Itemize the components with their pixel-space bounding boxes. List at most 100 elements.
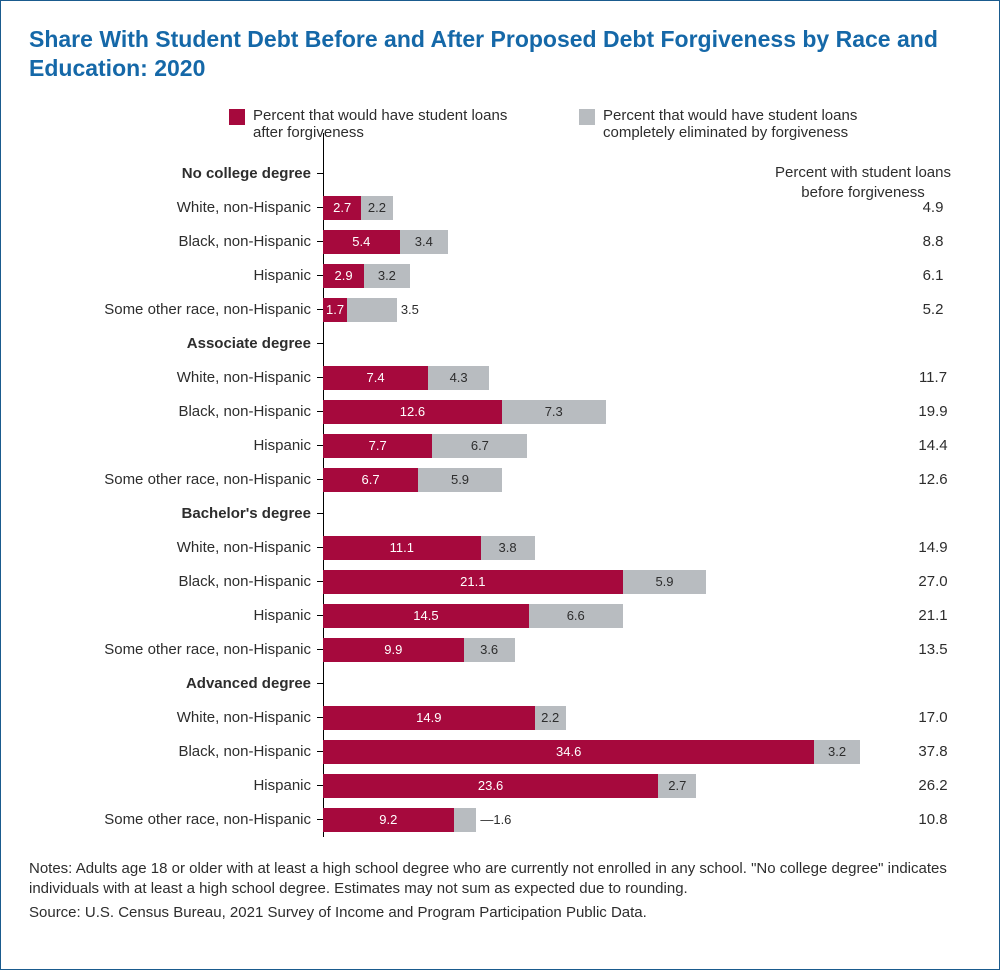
bar-value-after: 14.9 (416, 710, 441, 725)
bar-value-after: 9.2 (379, 812, 397, 827)
bar-group: 34.63.2 (323, 740, 860, 764)
total-value: 12.6 (903, 471, 963, 488)
total-value: 11.7 (903, 369, 963, 386)
bar-group: 11.1 3.8 (323, 536, 535, 560)
data-row: Hispanic7.76.714.4 (29, 429, 971, 463)
bar-value-after: 23.6 (478, 778, 503, 793)
bar-group: 5.4 3.4 (323, 230, 448, 254)
bar-eliminated: 5.9 (623, 570, 707, 594)
data-row: White, non-Hispanic 7.4 4.3 11.7 (29, 361, 971, 395)
bar-group: 23.6 2.7 (323, 774, 696, 798)
data-row: Black, non-Hispanic12.67.319.9 (29, 395, 971, 429)
row-label: Black, non-Hispanic (29, 403, 317, 420)
bar-after: 12.6 (323, 400, 502, 424)
legend-item-after: Percent that would have student loans af… (229, 107, 519, 141)
group-label: Bachelor's degree (29, 505, 317, 522)
swatch-red (229, 109, 245, 125)
group-label: Advanced degree (29, 675, 317, 692)
group-header: Associate degree (29, 327, 971, 361)
total-value: 27.0 (903, 573, 963, 590)
bar-value-after: 7.7 (369, 438, 387, 453)
bar-value-eliminated: 6.6 (567, 608, 585, 623)
bar-after: 14.5 (323, 604, 529, 628)
bar-after: 14.9 (323, 706, 535, 730)
bar-value-eliminated: 7.3 (545, 404, 563, 419)
bar-value-eliminated: 5.9 (451, 472, 469, 487)
bar-value-eliminated: 2.2 (368, 200, 386, 215)
bar-value-after: 12.6 (400, 404, 425, 419)
total-value: 4.9 (903, 199, 963, 216)
bar-eliminated: 3.5 (347, 298, 397, 322)
swatch-gray (579, 109, 595, 125)
data-row: Some other race, non-Hispanic9.2—1.610.8 (29, 803, 971, 837)
bar-eliminated: 6.7 (432, 434, 527, 458)
bar-group: 9.2 —1.6 (323, 808, 476, 832)
bar-value-after: 6.7 (362, 472, 380, 487)
bar-group: 7.7 6.7 (323, 434, 527, 458)
row-label: White, non-Hispanic (29, 199, 317, 216)
legend-label-eliminated: Percent that would have student loans co… (603, 107, 869, 141)
total-value: 17.0 (903, 709, 963, 726)
bar-group: 14.92.2 (323, 706, 566, 730)
bar-value-eliminated: 6.7 (471, 438, 489, 453)
legend-label-after: Percent that would have student loans af… (253, 107, 519, 141)
bar-value-after: 21.1 (460, 574, 485, 589)
row-label: Black, non-Hispanic (29, 233, 317, 250)
bar-group: 12.6 7.3 (323, 400, 606, 424)
total-value: 8.8 (903, 233, 963, 250)
row-label: White, non-Hispanic (29, 369, 317, 386)
data-row: Hispanic 14.5 6.6 21.1 (29, 599, 971, 633)
bar-value-eliminated: 4.3 (450, 370, 468, 385)
bar-value-after: 5.4 (352, 234, 370, 249)
source-text: Source: U.S. Census Bureau, 2021 Survey … (29, 903, 971, 923)
row-label: Some other race, non-Hispanic (29, 641, 317, 658)
bar-chart: No college degreeWhite, non-Hispanic2.72… (29, 157, 971, 837)
bar-group: 6.7 5.9 (323, 468, 502, 492)
bar-after: 9.2 (323, 808, 454, 832)
bar-value-after: 11.1 (390, 540, 414, 555)
total-value: 14.9 (903, 539, 963, 556)
bar-value-eliminated: 3.6 (480, 642, 498, 657)
legend: Percent that would have student loans af… (229, 107, 971, 141)
bar-value-after: 14.5 (413, 608, 438, 623)
data-row: Some other race, non-Hispanic1.73.55.2 (29, 293, 971, 327)
bar-after: 2.9 (323, 264, 364, 288)
legend-item-eliminated: Percent that would have student loans co… (579, 107, 869, 141)
data-row: White, non-Hispanic 11.1 3.8 14.9 (29, 531, 971, 565)
bar-group: 21.1 5.9 (323, 570, 706, 594)
total-value: 14.4 (903, 437, 963, 454)
total-value: 21.1 (903, 607, 963, 624)
bar-group: 9.93.6 (323, 638, 515, 662)
bar-value-eliminated: 3.4 (415, 234, 433, 249)
bar-eliminated: 4.3 (428, 366, 489, 390)
bar-value-after: 2.7 (333, 200, 351, 215)
bar-value-after: 7.4 (367, 370, 385, 385)
bar-after: 7.7 (323, 434, 432, 458)
bar-value-after: 34.6 (556, 744, 581, 759)
bar-after: 1.7 (323, 298, 347, 322)
bar-eliminated: 2.7 (658, 774, 696, 798)
notes-text: Notes: Adults age 18 or older with at le… (29, 859, 971, 900)
data-row: Hispanic23.62.726.2 (29, 769, 971, 803)
footnotes: Notes: Adults age 18 or older with at le… (29, 859, 971, 924)
bar-after: 5.4 (323, 230, 400, 254)
row-label: White, non-Hispanic (29, 539, 317, 556)
row-label: Some other race, non-Hispanic (29, 471, 317, 488)
bar-eliminated: —1.6 (454, 808, 477, 832)
bar-eliminated: 3.8 (481, 536, 535, 560)
bar-value-eliminated: 5.9 (655, 574, 673, 589)
total-value: 26.2 (903, 777, 963, 794)
row-label: Hispanic (29, 607, 317, 624)
row-label: Black, non-Hispanic (29, 573, 317, 590)
bar-group: 7.4 4.3 (323, 366, 489, 390)
bar-eliminated: 3.4 (400, 230, 448, 254)
bar-after: 6.7 (323, 468, 418, 492)
row-label: Black, non-Hispanic (29, 743, 317, 760)
data-row: Some other race, non-Hispanic9.93.613.5 (29, 633, 971, 667)
data-row: Some other race, non-Hispanic 6.7 5.9 12.6 (29, 463, 971, 497)
bar-eliminated: 3.2 (364, 264, 409, 288)
data-row: Black, non-Hispanic 5.4 3.4 8.8 (29, 225, 971, 259)
row-label: Hispanic (29, 267, 317, 284)
bar-value-eliminated: 3.2 (378, 268, 396, 283)
bar-eliminated: 6.6 (529, 604, 623, 628)
